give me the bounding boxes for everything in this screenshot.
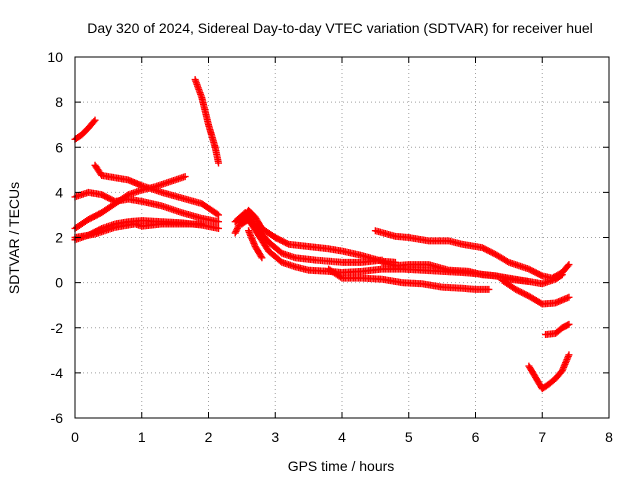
data-points xyxy=(71,76,573,393)
chart-title: Day 320 of 2024, Sidereal Day-to-day VTE… xyxy=(87,20,593,36)
series-track-7 xyxy=(71,220,206,241)
x-tick-label: 1 xyxy=(138,429,146,445)
data-point xyxy=(215,224,223,232)
series-track-11 xyxy=(245,227,266,262)
series-track-9 xyxy=(231,209,386,266)
x-tick-label: 8 xyxy=(605,429,613,445)
series-track-5 xyxy=(71,173,189,232)
data-point xyxy=(337,273,345,281)
data-point xyxy=(215,218,223,226)
x-tick-label: 2 xyxy=(205,429,213,445)
data-point xyxy=(198,220,206,228)
y-tick-label: -6 xyxy=(51,410,64,426)
data-point xyxy=(564,262,572,270)
data-point xyxy=(213,210,221,218)
data-point xyxy=(558,271,566,279)
data-point xyxy=(91,116,99,124)
y-tick-label: 4 xyxy=(55,184,63,200)
y-tick-label: -4 xyxy=(51,365,64,381)
y-tick-label: 8 xyxy=(55,94,63,110)
data-point xyxy=(565,293,573,301)
y-tick-label: 0 xyxy=(55,275,63,291)
data-point xyxy=(215,211,223,219)
data-point xyxy=(181,173,189,181)
y-tick-label: 2 xyxy=(55,230,63,246)
series-track-14 xyxy=(378,258,566,288)
data-point xyxy=(257,252,265,260)
x-tick-label: 7 xyxy=(538,429,546,445)
data-point xyxy=(123,192,131,200)
data-point xyxy=(90,117,98,125)
x-tick-label: 6 xyxy=(472,429,480,445)
y-axis-label: SDTVAR / TECUs xyxy=(6,182,22,294)
x-tick-label: 3 xyxy=(271,429,279,445)
data-point xyxy=(565,351,573,359)
y-tick-label: -2 xyxy=(51,320,64,336)
series-track-13 xyxy=(371,227,573,282)
x-tick-label: 0 xyxy=(71,429,79,445)
data-point xyxy=(565,320,573,328)
data-point xyxy=(565,261,573,269)
data-point xyxy=(283,240,291,248)
data-point xyxy=(537,271,545,279)
x-axis-label: GPS time / hours xyxy=(288,458,395,474)
data-point xyxy=(557,272,565,280)
x-tick-label: 5 xyxy=(405,429,413,445)
data-point xyxy=(215,159,223,167)
data-point xyxy=(503,257,511,265)
axis-ticks: 0 1 2 3 4 5 6 7 8 -6 -4 -2 0 2 4 6 8 10 xyxy=(47,49,613,445)
x-tick-label: 4 xyxy=(338,429,346,445)
data-point xyxy=(485,285,493,293)
y-tick-label: 6 xyxy=(55,139,63,155)
data-point xyxy=(258,254,266,262)
series-track-15 xyxy=(498,276,573,308)
y-tick-label: 10 xyxy=(47,49,63,65)
series-track-2 xyxy=(191,76,223,167)
series-track-12 xyxy=(325,265,493,293)
series-track-16 xyxy=(542,320,573,339)
series-track-17 xyxy=(525,351,573,393)
